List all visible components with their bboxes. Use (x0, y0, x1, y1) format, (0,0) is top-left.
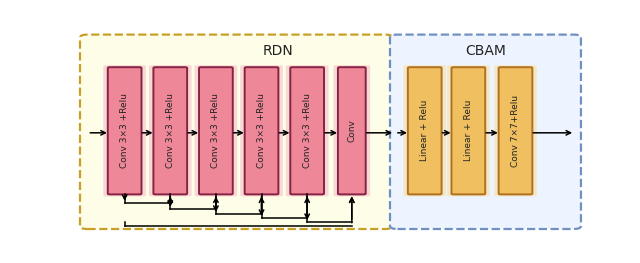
FancyBboxPatch shape (451, 67, 485, 194)
Text: Linear + Relu: Linear + Relu (464, 100, 473, 161)
Text: Conv 3×3 +Relu: Conv 3×3 +Relu (166, 93, 175, 168)
FancyBboxPatch shape (338, 67, 365, 194)
Text: Conv 3×3 +Relu: Conv 3×3 +Relu (120, 93, 129, 168)
FancyBboxPatch shape (240, 65, 283, 196)
FancyBboxPatch shape (244, 67, 278, 194)
Text: Conv 3×3 +Relu: Conv 3×3 +Relu (303, 93, 312, 168)
Text: Conv 7×7+Relu: Conv 7×7+Relu (511, 95, 520, 167)
Text: CBAM: CBAM (465, 44, 506, 58)
FancyBboxPatch shape (103, 65, 146, 196)
FancyBboxPatch shape (199, 67, 233, 194)
FancyBboxPatch shape (80, 35, 392, 229)
FancyBboxPatch shape (291, 67, 324, 194)
FancyBboxPatch shape (108, 67, 141, 194)
Text: RDN: RDN (263, 44, 294, 58)
FancyBboxPatch shape (403, 65, 446, 196)
FancyBboxPatch shape (499, 67, 532, 194)
FancyBboxPatch shape (447, 65, 490, 196)
FancyBboxPatch shape (333, 65, 370, 196)
Text: Conv: Conv (348, 119, 356, 142)
FancyBboxPatch shape (408, 67, 442, 194)
Text: Linear + Relu: Linear + Relu (420, 100, 429, 161)
Text: Conv 3×3 +Relu: Conv 3×3 +Relu (211, 93, 220, 168)
FancyBboxPatch shape (154, 67, 187, 194)
Text: Conv 3×3 +Relu: Conv 3×3 +Relu (257, 93, 266, 168)
FancyBboxPatch shape (195, 65, 237, 196)
FancyBboxPatch shape (149, 65, 191, 196)
FancyBboxPatch shape (494, 65, 537, 196)
FancyBboxPatch shape (286, 65, 328, 196)
FancyBboxPatch shape (390, 35, 581, 229)
